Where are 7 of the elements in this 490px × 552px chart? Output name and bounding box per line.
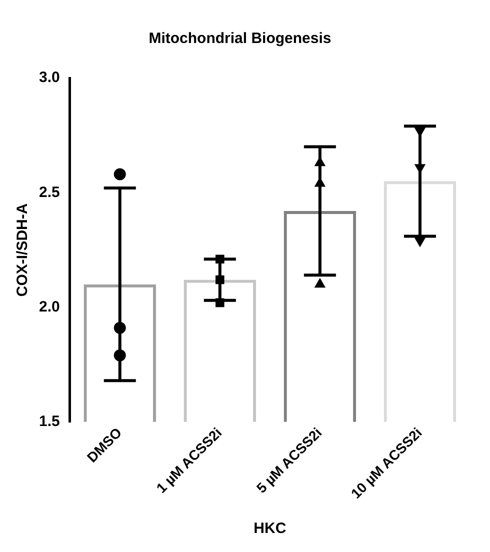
- y-tick-label: 3.0: [38, 69, 60, 86]
- y-axis-title: COX-I/SDH-A: [14, 203, 32, 297]
- y-tick-label: 1.5: [38, 413, 60, 430]
- y-tick-label: 2.0: [38, 298, 60, 316]
- chart-title: Mitochondrial Biogenesis: [148, 30, 332, 48]
- y-tick-label: 2.5: [38, 184, 60, 201]
- x-axis-title: HKC: [254, 520, 286, 538]
